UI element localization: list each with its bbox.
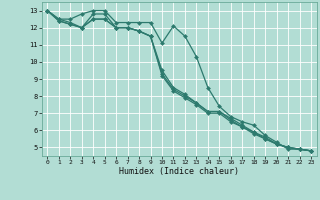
- X-axis label: Humidex (Indice chaleur): Humidex (Indice chaleur): [119, 167, 239, 176]
